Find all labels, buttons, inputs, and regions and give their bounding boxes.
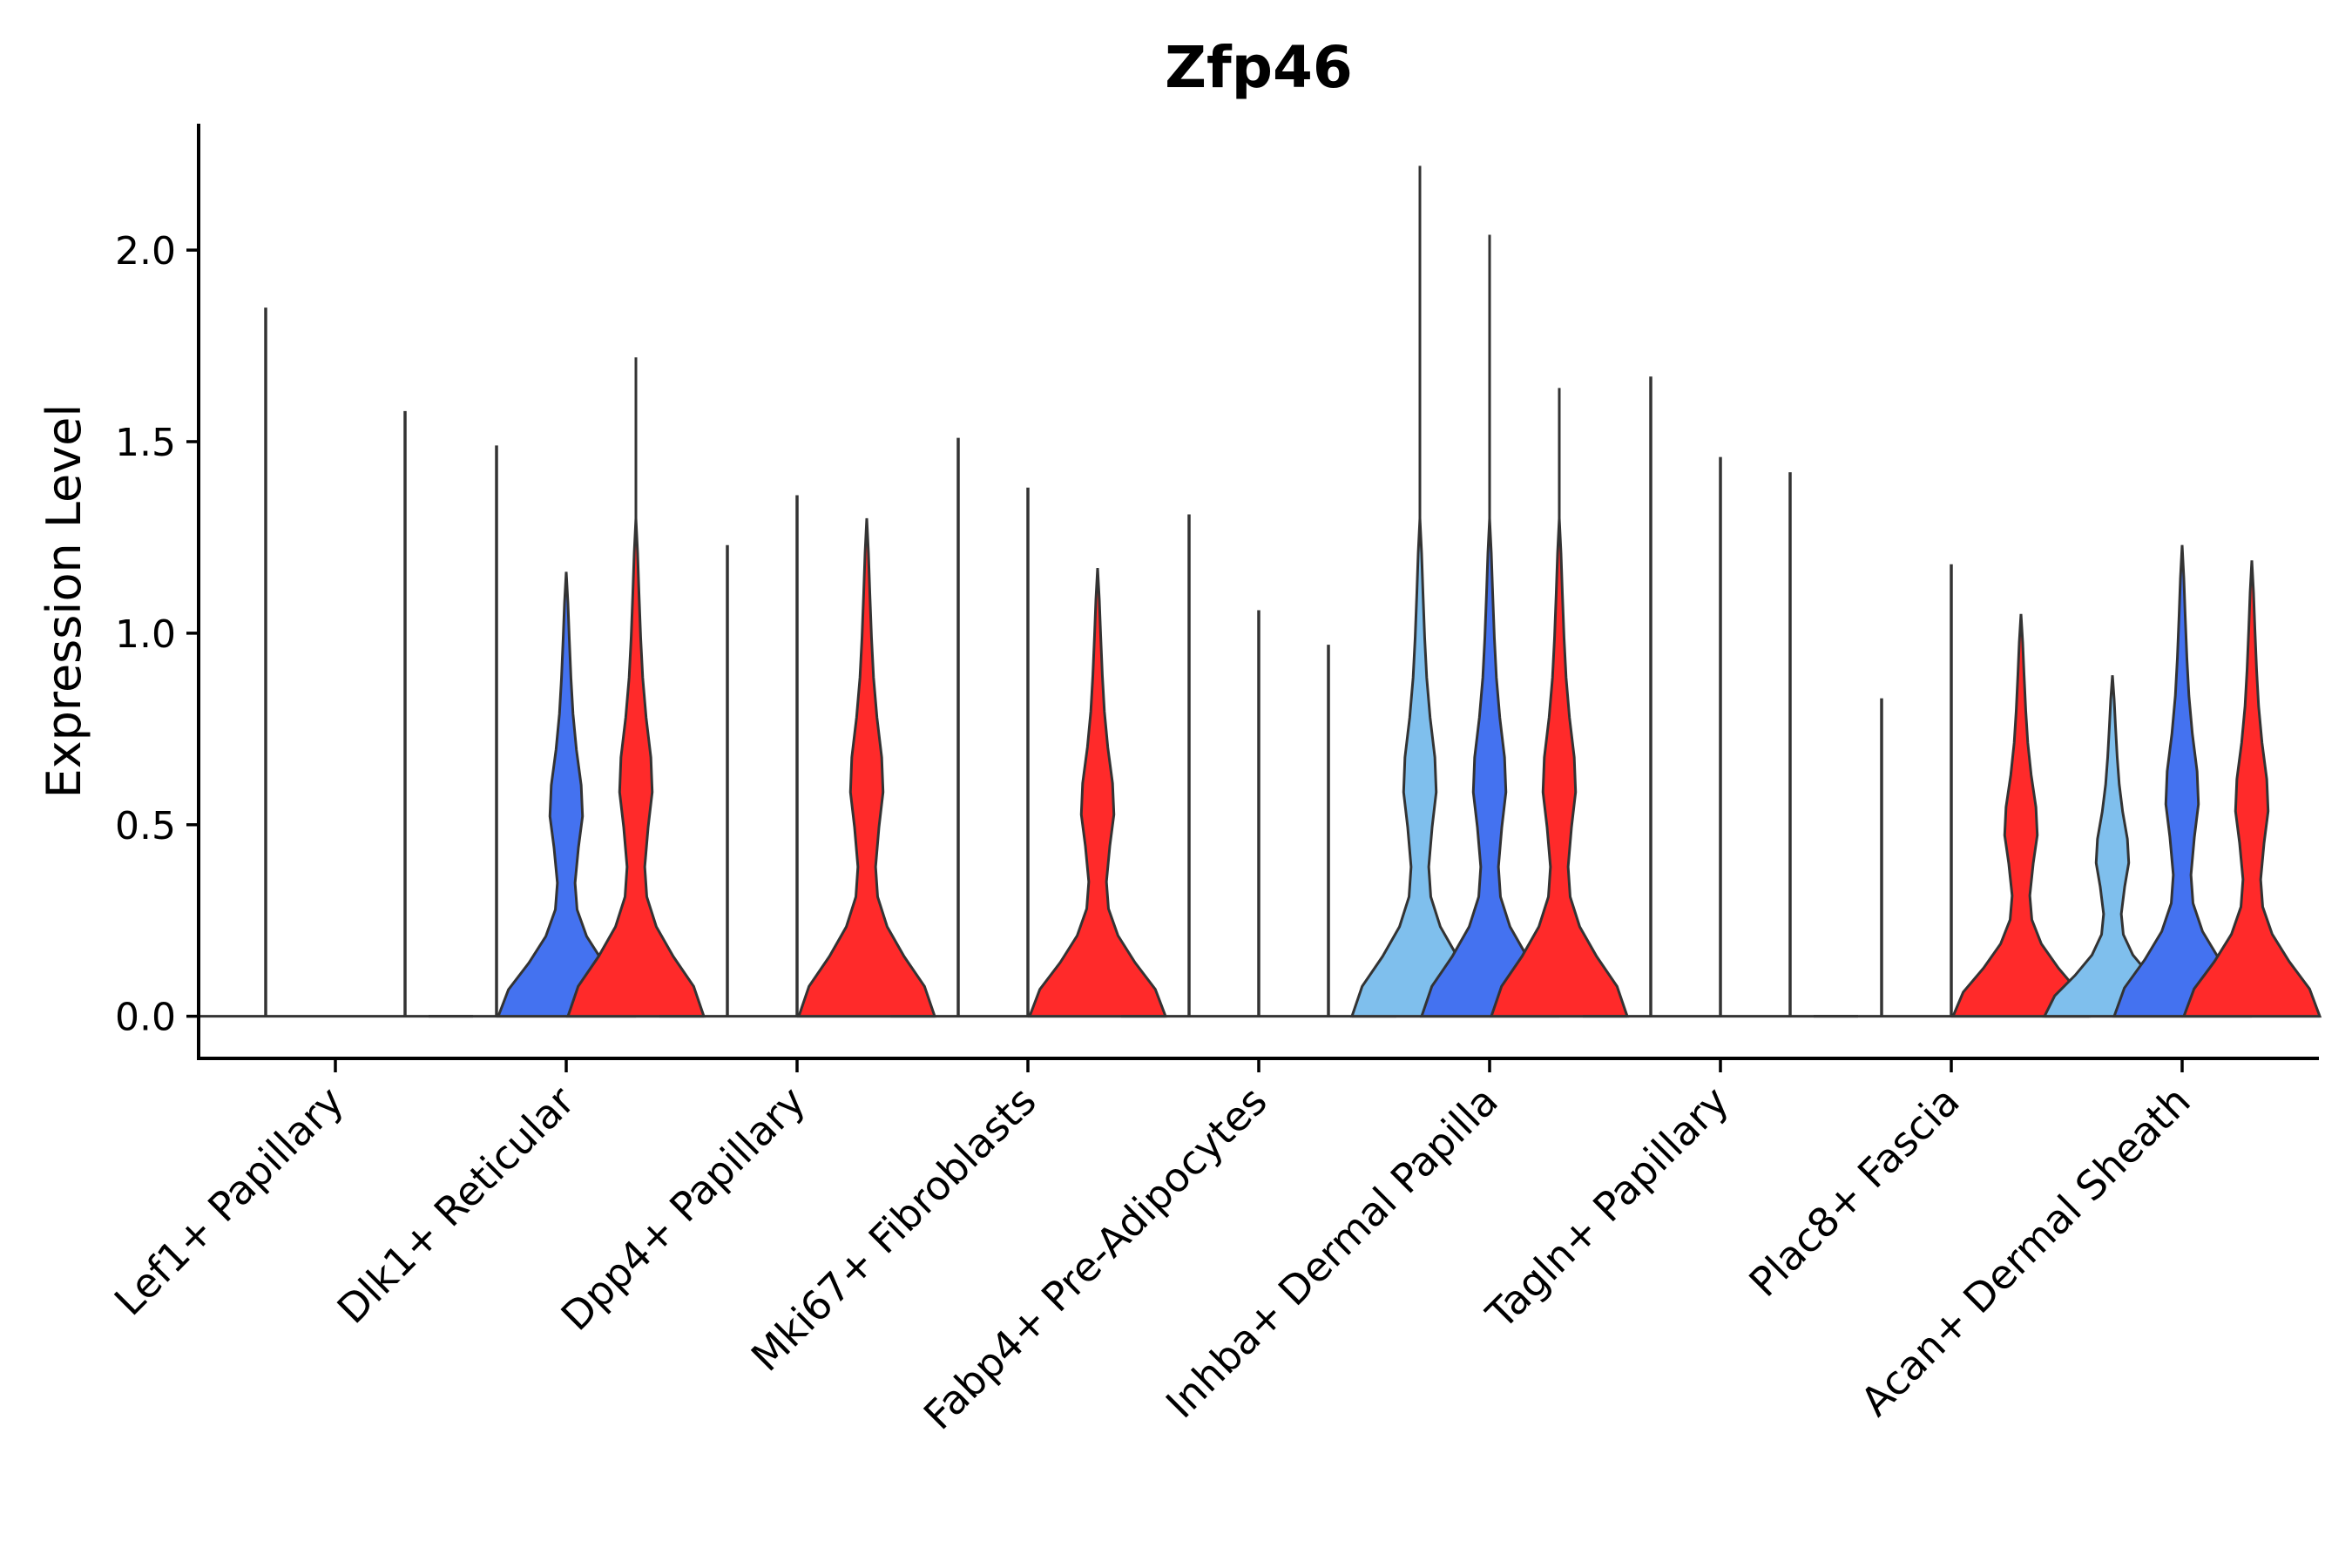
y-axis-label: Expression Level xyxy=(37,404,91,799)
x-tick-label: Dpp4+ Papillary xyxy=(552,1078,814,1340)
violin-body xyxy=(2181,560,2322,1018)
y-tick-label: 2.0 xyxy=(115,229,176,274)
y-tick-label: 0.5 xyxy=(115,804,176,848)
y-tick-label: 1.5 xyxy=(115,421,176,465)
x-tick-label: Plac8+ Fascia xyxy=(1740,1078,1968,1306)
violin-body xyxy=(1027,568,1168,1018)
violin-body xyxy=(1950,613,2092,1018)
y-axis-ticks: 0.0 0.5 1.0 1.5 2.0 xyxy=(115,229,199,1040)
violin-body xyxy=(796,517,937,1018)
violin-body xyxy=(1349,166,1490,1018)
chart-title: Zfp46 xyxy=(1165,34,1353,101)
x-tick-label: Dlk1+ Reticular xyxy=(328,1078,584,1333)
violin-body xyxy=(2042,675,2183,1018)
x-tick-label: Tagln+ Papillary xyxy=(1477,1078,1738,1339)
y-tick-label: 0.0 xyxy=(115,996,176,1040)
violin-body xyxy=(2112,544,2253,1018)
y-tick-label: 1.0 xyxy=(115,612,176,657)
violin-body xyxy=(1419,234,1560,1018)
violins xyxy=(198,166,2322,1018)
violin-body xyxy=(496,571,637,1018)
violin-body xyxy=(1489,388,1630,1018)
x-tick-label: Lef1+ Papillary xyxy=(105,1078,353,1325)
violin-body xyxy=(565,357,706,1018)
